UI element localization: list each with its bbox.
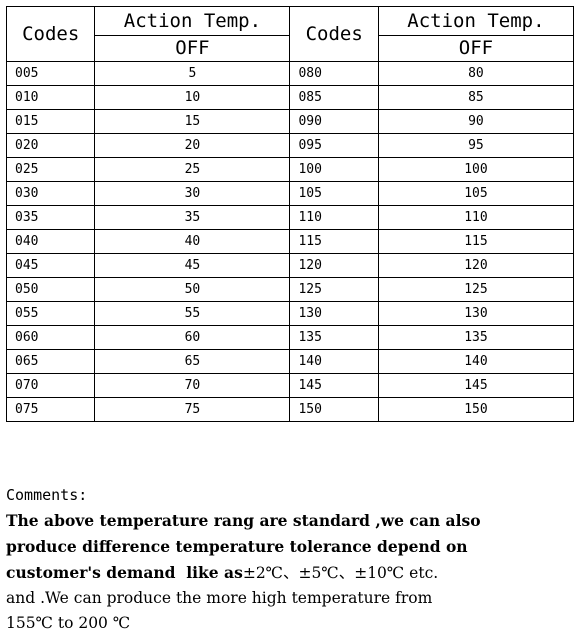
temperature-codes-table: Codes Action Temp. Codes Action Temp. OF…: [5, 6, 575, 422]
comments-section: Comments: The above temperature rang are…: [6, 482, 578, 636]
temp-left: 50: [94, 277, 291, 302]
code-right: 120: [289, 253, 379, 278]
code-left: 075: [5, 397, 96, 422]
table-body: 005 5 080 80 010 10 085 85 015 15 090 90 020 20 095 95 0…: [5, 61, 575, 422]
table-row: 070 70 145 145: [5, 373, 575, 398]
code-right: 095: [289, 133, 379, 158]
temp-right: 105: [377, 181, 575, 206]
table-row: 030 30 105 105: [5, 181, 575, 206]
code-right: 135: [289, 325, 379, 350]
table-row: 075 75 150 150: [5, 397, 575, 422]
temp-left: 60: [94, 325, 291, 350]
table-row: 035 35 110 110: [5, 205, 575, 230]
code-right: 115: [289, 229, 379, 254]
temp-left: 30: [94, 181, 291, 206]
header-action-temp-right: Action Temp.: [377, 6, 575, 36]
table-row: 015 15 090 90: [5, 109, 575, 134]
temp-right: 80: [377, 61, 575, 86]
header-action-temp-left: Action Temp.: [94, 6, 291, 36]
temp-left: 10: [94, 85, 291, 110]
code-right: 130: [289, 301, 379, 326]
code-left: 035: [5, 205, 96, 230]
table-row: 005 5 080 80: [5, 61, 575, 86]
temp-right: 135: [377, 325, 575, 350]
header-codes-left: Codes: [5, 6, 96, 62]
code-left: 005: [5, 61, 96, 86]
temp-left: 5: [94, 61, 291, 86]
code-left: 020: [5, 133, 96, 158]
table-row: 045 45 120 120: [5, 253, 575, 278]
comments-label: Comments:: [6, 486, 88, 504]
comments-line-5: 155℃ to 200 ℃: [6, 614, 131, 632]
temp-left: 65: [94, 349, 291, 374]
code-left: 060: [5, 325, 96, 350]
code-left: 010: [5, 85, 96, 110]
code-left: 015: [5, 109, 96, 134]
temp-right: 120: [377, 253, 575, 278]
temp-right: 130: [377, 301, 575, 326]
code-right: 080: [289, 61, 379, 86]
code-right: 125: [289, 277, 379, 302]
comments-line-3-bold: customer's demand like as: [6, 563, 243, 582]
comments-line-1: The above temperature rang are standard …: [6, 511, 481, 530]
header-off-right: OFF: [377, 34, 575, 63]
table-row: 025 25 100 100: [5, 157, 575, 182]
code-right: 100: [289, 157, 379, 182]
code-right: 105: [289, 181, 379, 206]
header-codes-right: Codes: [289, 6, 379, 62]
code-left: 050: [5, 277, 96, 302]
temp-right: 150: [377, 397, 575, 422]
comments-line-4: and .We can produce the more high temper…: [6, 589, 433, 607]
temp-left: 25: [94, 157, 291, 182]
temp-right: 125: [377, 277, 575, 302]
temp-right: 100: [377, 157, 575, 182]
temp-left: 55: [94, 301, 291, 326]
table-row: 055 55 130 130: [5, 301, 575, 326]
code-left: 025: [5, 157, 96, 182]
temp-left: 20: [94, 133, 291, 158]
temp-left: 70: [94, 373, 291, 398]
temp-right: 90: [377, 109, 575, 134]
code-right: 090: [289, 109, 379, 134]
table-row: 040 40 115 115: [5, 229, 575, 254]
temp-right: 145: [377, 373, 575, 398]
table-row: 050 50 125 125: [5, 277, 575, 302]
code-left: 055: [5, 301, 96, 326]
temp-left: 40: [94, 229, 291, 254]
code-left: 030: [5, 181, 96, 206]
code-left: 065: [5, 349, 96, 374]
table-row: 065 65 140 140: [5, 349, 575, 374]
comments-line-3-rest: ±2℃、±5℃、±10℃ etc.: [242, 564, 439, 582]
temp-right: 95: [377, 133, 575, 158]
temp-right: 110: [377, 205, 575, 230]
temp-right: 140: [377, 349, 575, 374]
temp-left: 45: [94, 253, 291, 278]
code-right: 085: [289, 85, 379, 110]
comments-line-2: produce difference temperature tolerance…: [6, 537, 468, 556]
temp-right: 85: [377, 85, 575, 110]
temp-left: 75: [94, 397, 291, 422]
code-left: 040: [5, 229, 96, 254]
table-row: 020 20 095 95: [5, 133, 575, 158]
temp-left: 15: [94, 109, 291, 134]
comments-text: The above temperature rang are standard …: [6, 508, 578, 636]
code-right: 145: [289, 373, 379, 398]
code-left: 070: [5, 373, 96, 398]
temp-right: 115: [377, 229, 575, 254]
code-left: 045: [5, 253, 96, 278]
table-row: 010 10 085 85: [5, 85, 575, 110]
code-right: 110: [289, 205, 379, 230]
header-off-left: OFF: [94, 34, 291, 63]
code-right: 150: [289, 397, 379, 422]
code-right: 140: [289, 349, 379, 374]
table-row: 060 60 135 135: [5, 325, 575, 350]
temp-left: 35: [94, 205, 291, 230]
